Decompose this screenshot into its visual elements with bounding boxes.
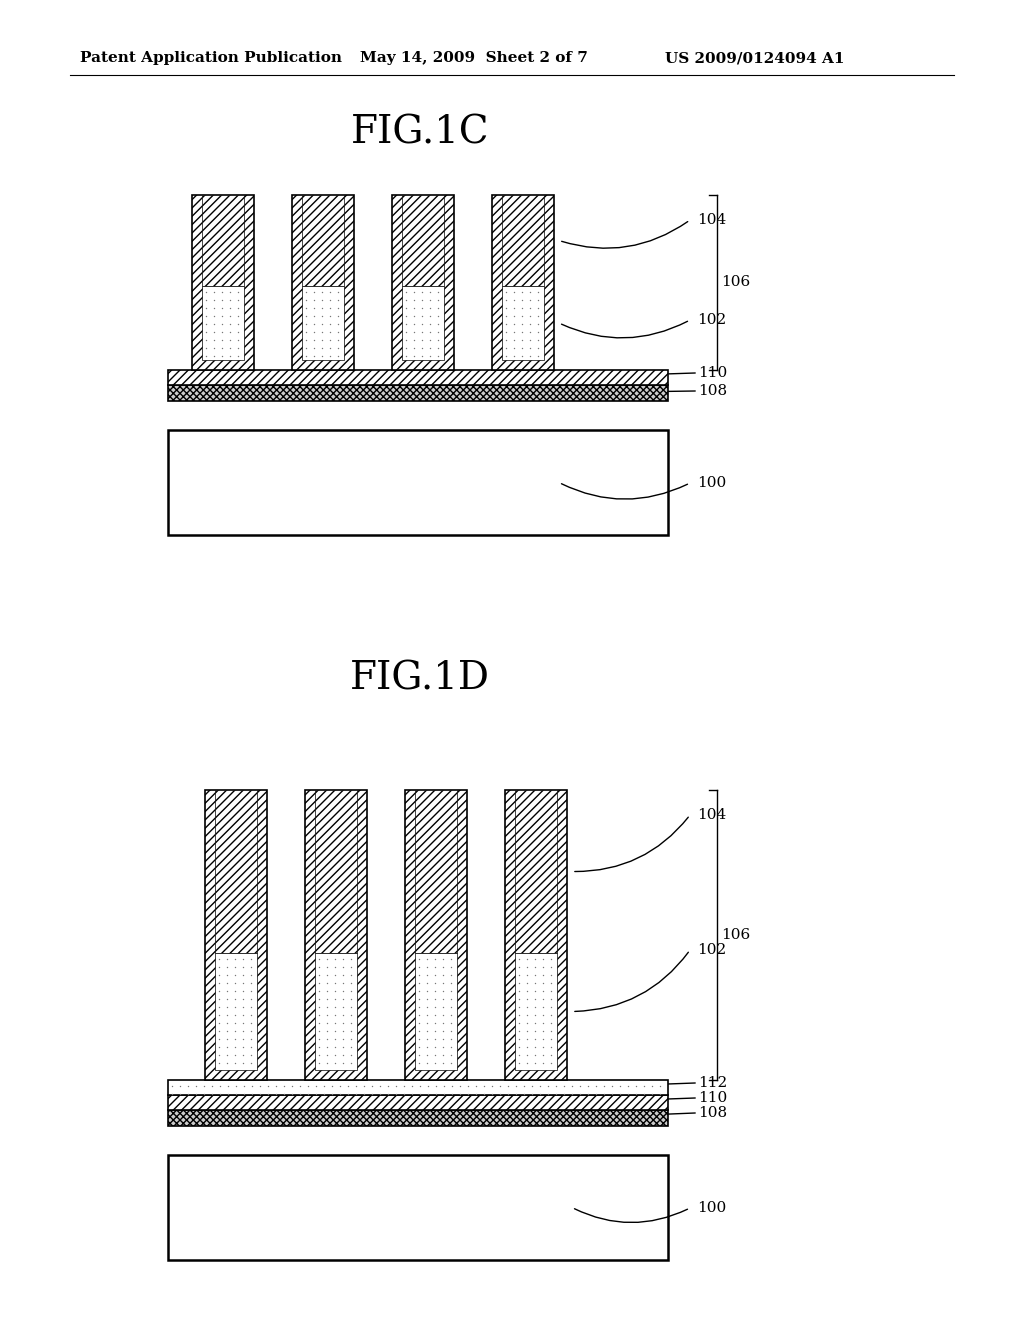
Bar xyxy=(515,953,557,1071)
Bar xyxy=(402,286,444,360)
Text: 110: 110 xyxy=(698,1092,727,1105)
Text: 112: 112 xyxy=(698,1076,727,1090)
Bar xyxy=(168,370,668,385)
Bar xyxy=(406,789,467,1080)
Bar xyxy=(292,195,354,370)
Bar xyxy=(302,286,344,360)
Bar xyxy=(415,953,457,1071)
Bar xyxy=(415,789,457,953)
Bar xyxy=(302,195,344,286)
Text: Patent Application Publication: Patent Application Publication xyxy=(80,51,342,65)
Bar xyxy=(168,430,668,535)
Text: 108: 108 xyxy=(698,1106,727,1119)
Text: 110: 110 xyxy=(698,366,727,380)
Bar xyxy=(392,195,454,370)
Bar xyxy=(315,953,357,1071)
Bar xyxy=(215,789,257,953)
Bar xyxy=(305,789,367,1080)
Bar xyxy=(315,789,357,953)
Bar xyxy=(515,789,557,953)
Text: 108: 108 xyxy=(698,384,727,399)
Text: 106: 106 xyxy=(721,276,751,289)
Text: FIG.1C: FIG.1C xyxy=(351,115,489,152)
Bar xyxy=(168,1155,668,1261)
Bar xyxy=(168,1096,668,1110)
Bar xyxy=(505,789,567,1080)
Bar xyxy=(502,195,544,286)
Bar xyxy=(215,953,257,1071)
Bar xyxy=(202,286,244,360)
Text: 102: 102 xyxy=(697,942,726,957)
Text: 100: 100 xyxy=(697,1201,726,1214)
Text: May 14, 2009  Sheet 2 of 7: May 14, 2009 Sheet 2 of 7 xyxy=(360,51,588,65)
Text: 102: 102 xyxy=(697,313,726,327)
Text: FIG.1D: FIG.1D xyxy=(350,660,490,697)
Bar xyxy=(168,1080,668,1096)
Text: 100: 100 xyxy=(697,477,726,490)
Bar xyxy=(492,195,554,370)
Text: 104: 104 xyxy=(697,213,726,227)
Bar xyxy=(502,286,544,360)
Bar xyxy=(202,195,244,286)
Text: 104: 104 xyxy=(697,808,726,822)
Bar xyxy=(168,385,668,401)
Bar xyxy=(402,195,444,286)
Bar xyxy=(193,195,254,370)
Bar xyxy=(168,1110,668,1126)
Bar xyxy=(205,789,267,1080)
Text: 106: 106 xyxy=(721,928,751,942)
Text: US 2009/0124094 A1: US 2009/0124094 A1 xyxy=(665,51,845,65)
